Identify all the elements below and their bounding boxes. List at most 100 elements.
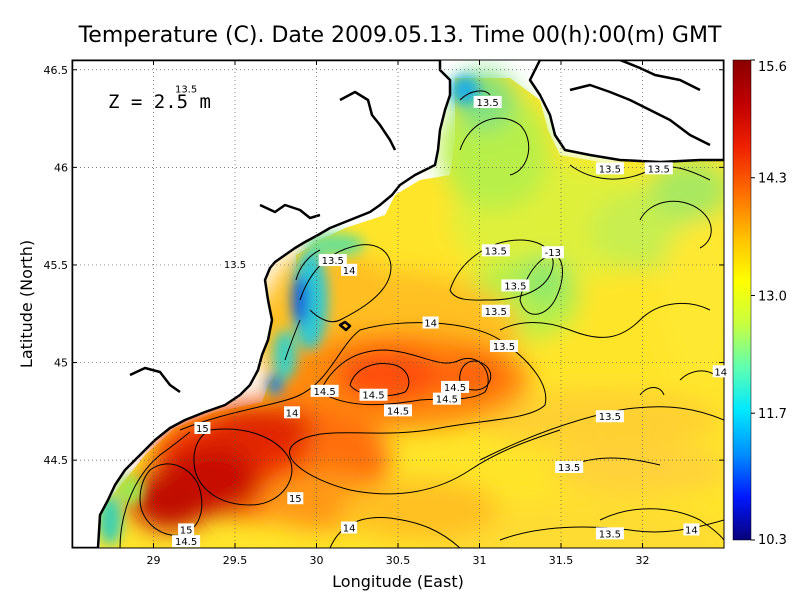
contour-label-text: 13.5 (599, 164, 621, 175)
contour-label-text: 13.5 (477, 98, 499, 109)
contour-label-text: 15 (196, 424, 209, 435)
colorbar-tick-label-1: 11.7 (758, 407, 787, 422)
x-tick-label-1: 29.5 (223, 554, 248, 567)
x-tick-label-2: 30 (310, 554, 324, 567)
x-tick-label-6: 32 (636, 554, 650, 567)
contour-label-19: 15 (194, 421, 211, 435)
x-axis-ticks: 29 29.5 30 30.5 31 31.5 32 (147, 60, 650, 567)
contour-label-14: 14.5 (359, 388, 388, 402)
y-tick-label-3: 46 (54, 161, 68, 174)
contour-label-bg (541, 246, 564, 259)
contour-label-26: 13.5 (595, 527, 624, 540)
contour-label-bg (595, 410, 624, 423)
colorbar (732, 59, 752, 541)
contour-label-bg (341, 521, 358, 534)
contour-label-12: 13.5 (644, 162, 673, 175)
contour-label-1: 13.5 (221, 257, 249, 271)
contour-label-text: 14.5 (362, 391, 384, 402)
contour-label-text: 14.5 (436, 395, 458, 406)
contour-label-bg (481, 304, 510, 317)
contour-label-bg (489, 339, 518, 352)
contour-label-text: -13 (545, 248, 561, 259)
contour-label-bg (595, 527, 624, 540)
contour-label-25: 13.5 (595, 410, 624, 423)
contour-label-bg (595, 162, 624, 175)
x-tick-label-3: 30.5 (386, 554, 411, 567)
contour-label-23: 14 (341, 521, 358, 534)
contour-label-text: 13.5 (224, 260, 246, 271)
contour-label-bg (422, 316, 439, 329)
contour-label-22: 14.5 (172, 535, 201, 548)
river-delta-3 (129, 366, 181, 394)
contour-label-bg (221, 257, 249, 270)
contour-label-bg (359, 388, 388, 401)
contour-label-bg (432, 392, 461, 405)
river-delta-2 (259, 203, 321, 220)
contour-label-text: 13.5 (558, 463, 580, 474)
chart-title: Temperature (C). Date 2009.05.13. Time 0… (78, 23, 722, 48)
contour-label-13: 14.5 (310, 384, 339, 398)
contour-label-bg (194, 421, 211, 434)
x-axis-label: Longitude (East) (332, 572, 464, 591)
contour-label-text: 14 (424, 319, 437, 330)
contour-label-6: 13.5 (501, 279, 530, 292)
river-delta-5 (619, 60, 701, 92)
land-northeast (528, 60, 724, 164)
contour-label-20: 15 (287, 492, 304, 505)
contour-label-27: 14 (683, 523, 700, 536)
contour-label-bg (683, 523, 700, 536)
contour-label-bg (178, 523, 195, 536)
colorbar-tick-label-2: 13.0 (758, 289, 787, 304)
river-delta-4 (569, 83, 711, 147)
contour-label-text: 15 (180, 525, 193, 536)
temperature-cold-coast (98, 75, 480, 545)
x-tick-label-4: 31 (473, 554, 487, 567)
contour-label-bg (287, 492, 304, 505)
contour-label-28: 14 (712, 365, 729, 378)
contour-label-2: 13.5 (318, 254, 347, 267)
contour-label-4: 14 (422, 316, 439, 330)
island-outline (338, 320, 352, 332)
contour-label-bg (555, 460, 584, 473)
contour-label-bg (172, 535, 201, 548)
contour-label-24: 13.5 (555, 460, 584, 474)
contour-label-0: 13.5 (172, 82, 201, 95)
contour-label-text: 13.5 (322, 256, 344, 267)
colorbar-tick-label-4: 15.6 (758, 60, 787, 75)
x-tick-label-5: 31.5 (549, 554, 574, 567)
contour-label-bg (341, 263, 358, 276)
contour-label-7: -13 (541, 246, 564, 259)
contour-label-bg (441, 380, 470, 393)
x-tick-label-0: 29 (147, 554, 161, 567)
contour-label-bg (310, 384, 339, 397)
contour-label-text: 13.5 (599, 412, 621, 423)
contour-label-21: 15 (178, 523, 195, 536)
contour-label-3: 14 (341, 263, 358, 277)
y-axis-label: Latitude (North) (17, 240, 36, 368)
contour-label-17: 14.5 (432, 392, 461, 406)
map-plot-area (72, 60, 724, 548)
contour-label-18: 14 (284, 406, 301, 419)
coastline (72, 60, 724, 548)
contour-label-10: 13.5 (473, 95, 502, 109)
contour-label-text: 13.5 (493, 342, 515, 353)
contour-label-8: 13.5 (481, 304, 510, 318)
contour-label-text: 15 (289, 494, 302, 505)
contour-label-text: 14.5 (314, 387, 336, 398)
contour-label-bg (712, 365, 729, 378)
contour-label-11: 13.5 (595, 162, 624, 175)
contour-labels: 13.513.5 13.5141413.513.5-1313.513.513.51… (172, 82, 729, 548)
contour-label-bg (644, 162, 673, 175)
contour-label-text: 14.5 (175, 537, 197, 548)
contour-label-bg (481, 244, 510, 257)
contour-label-15: 14.5 (384, 404, 412, 417)
river-delta-1 (339, 90, 397, 151)
contour-label-text: 13.5 (175, 84, 197, 95)
y-tick-label-4: 46.5 (44, 64, 69, 77)
y-axis-ticks: 44.5 45 45.5 46 46.5 (44, 64, 724, 467)
temperature-blobs (130, 70, 724, 548)
contour-label-bg (318, 254, 347, 267)
grid-lines (72, 60, 724, 548)
contour-label-text: 14.5 (444, 383, 466, 394)
